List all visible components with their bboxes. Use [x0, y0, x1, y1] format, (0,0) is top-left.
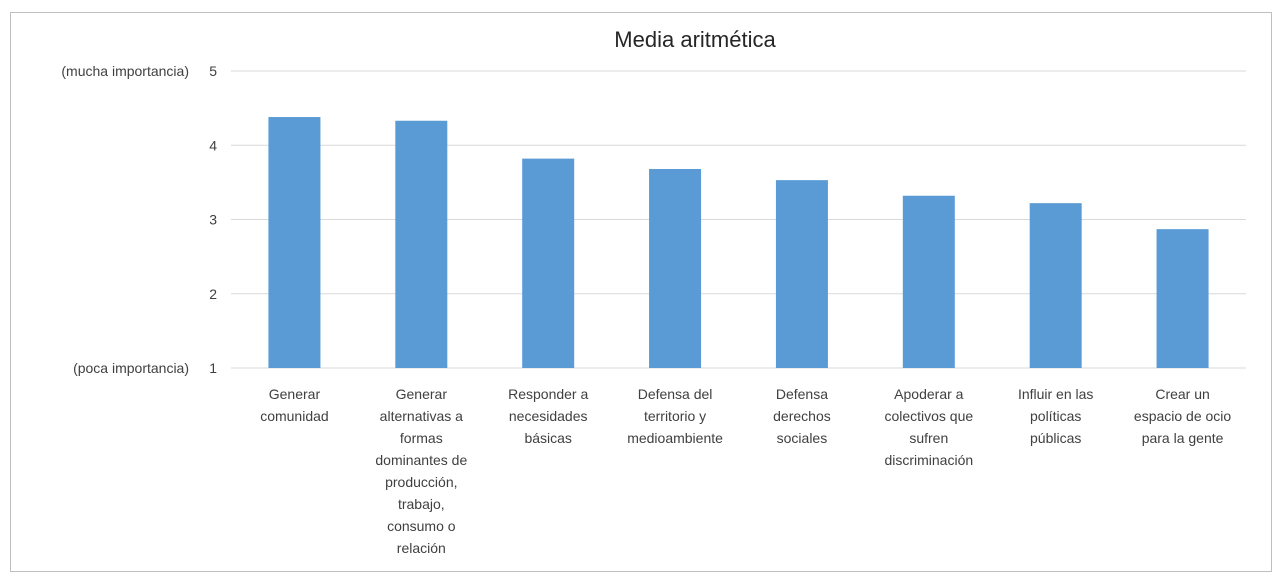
x-category-label-line: Apoderar a	[894, 386, 963, 402]
x-category-label-line: Generar	[269, 386, 321, 402]
y-annotation-top: (mucha importancia)	[61, 63, 189, 79]
x-category-label: Defensa derechos sociales	[773, 386, 831, 446]
bar	[268, 117, 321, 368]
x-category-label-line: espacio de ocio	[1134, 408, 1232, 424]
x-category-label: Generar alternativas a formas dominantes de…	[375, 386, 467, 556]
x-category-label-line: Crear un	[1155, 386, 1209, 402]
x-category-label-line: producción,	[385, 474, 457, 490]
x-category-label-line: necesidades	[509, 408, 588, 424]
chart-title: Media aritmética	[614, 27, 776, 52]
x-category-label: Apoderar a colectivos que sufren discrimina…	[884, 386, 973, 468]
bar	[1156, 229, 1209, 368]
x-category-label-line: colectivos que	[884, 408, 973, 424]
bar	[522, 158, 575, 368]
x-category-label-line: para la gente	[1142, 430, 1224, 446]
bar	[775, 180, 828, 368]
y-tick-label: 4	[209, 137, 217, 153]
y-tick-label: 2	[209, 286, 217, 302]
x-category-label-line: discriminación	[884, 452, 973, 468]
x-category-label-line: formas	[400, 430, 443, 446]
x-category-label-line: medioambiente	[627, 430, 723, 446]
bar-chart: Media aritmética 1 2 3 4 5 (mucha importanci…	[61, 27, 1246, 556]
y-axis-ticks: 1 2 3 4 5	[209, 63, 217, 376]
x-category-label: Crear un espacio de ocio para la gente	[1134, 386, 1232, 446]
chart-frame: Media aritmética 1 2 3 4 5 (mucha importanci…	[10, 12, 1272, 572]
x-category-label-line: relación	[397, 540, 446, 556]
x-category-label: Defensa del territorio y medioambiente	[627, 386, 723, 446]
x-category-label-line: dominantes de	[375, 452, 467, 468]
y-tick-label: 5	[209, 63, 217, 79]
x-category-label-line: comunidad	[260, 408, 329, 424]
x-category-label-line: sufren	[909, 430, 948, 446]
x-category-label-line: Defensa del	[638, 386, 713, 402]
x-category-label-line: consumo o	[387, 518, 456, 534]
x-category-label-line: públicas	[1030, 430, 1081, 446]
x-category-label: Generar comunidad	[260, 386, 329, 424]
x-category-label-line: trabajo,	[398, 496, 445, 512]
bar	[395, 120, 448, 368]
x-category-label-line: Generar	[396, 386, 448, 402]
gridlines	[231, 70, 1246, 369]
x-category-label: Influir en las políticas públicas	[1018, 386, 1093, 446]
x-category-label-line: sociales	[777, 430, 828, 446]
x-category-label: Responder a necesidades básicas	[508, 386, 588, 446]
x-category-label-line: Responder a	[508, 386, 588, 402]
x-category-label-line: territorio y	[644, 408, 706, 424]
x-category-label-line: alternativas a	[380, 408, 463, 424]
y-tick-label: 1	[209, 360, 217, 376]
x-category-label-line: políticas	[1030, 408, 1081, 424]
y-annotation-bottom: (poca importancia)	[73, 360, 189, 376]
x-axis-categories: Generar comunidad Generar alternativas a for…	[260, 386, 1231, 556]
bar	[1029, 203, 1082, 368]
x-category-label-line: Influir en las	[1018, 386, 1093, 402]
x-category-label-line: básicas	[524, 430, 571, 446]
x-category-label-line: derechos	[773, 408, 831, 424]
bar	[902, 195, 955, 368]
x-category-label-line: Defensa	[776, 386, 828, 402]
bar	[649, 169, 702, 368]
bars	[268, 117, 1209, 368]
y-tick-label: 3	[209, 212, 217, 228]
y-axis-annotations: (mucha importancia) (poca importancia)	[61, 63, 189, 376]
